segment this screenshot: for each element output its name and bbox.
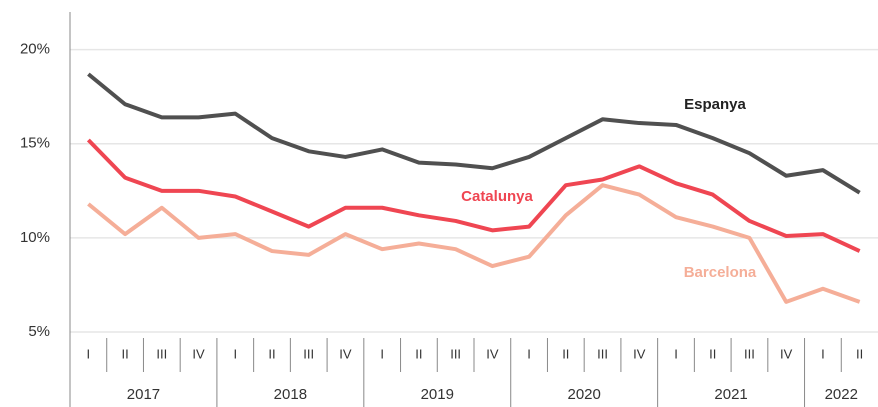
x-tick-label: III bbox=[303, 346, 314, 361]
x-tick-label: II bbox=[415, 346, 422, 361]
year-label: 2018 bbox=[274, 386, 307, 403]
year-label: 2021 bbox=[714, 386, 747, 403]
x-tick-label: II bbox=[856, 346, 863, 361]
x-tick-label: IV bbox=[486, 346, 499, 361]
series-label: Barcelona bbox=[684, 264, 757, 281]
x-tick-label: III bbox=[744, 346, 755, 361]
line-series bbox=[86, 138, 861, 253]
x-tick-label: II bbox=[709, 346, 716, 361]
x-tick-label: I bbox=[674, 346, 678, 361]
x-tick-label: II bbox=[562, 346, 569, 361]
y-tick-label: 20% bbox=[20, 41, 50, 58]
year-label: 2020 bbox=[567, 386, 600, 403]
x-tick-label: IV bbox=[633, 346, 646, 361]
y-tick-label: 10% bbox=[20, 229, 50, 246]
x-tick-label: III bbox=[450, 346, 461, 361]
year-label: 2022 bbox=[825, 386, 858, 403]
x-tick-label: II bbox=[121, 346, 128, 361]
x-tick-label: III bbox=[597, 346, 608, 361]
x-tick-label: III bbox=[156, 346, 167, 361]
x-tick-label: I bbox=[87, 346, 91, 361]
series-label: Espanya bbox=[684, 96, 746, 113]
year-label: 2017 bbox=[127, 386, 160, 403]
line-series bbox=[87, 183, 861, 304]
x-tick-label: II bbox=[268, 346, 275, 361]
x-tick-label: I bbox=[380, 346, 384, 361]
x-tick-label: I bbox=[527, 346, 531, 361]
x-tick-label: IV bbox=[192, 346, 205, 361]
year-label: 2019 bbox=[421, 386, 454, 403]
y-tick-label: 5% bbox=[28, 323, 50, 340]
x-tick-label: IV bbox=[780, 346, 793, 361]
y-tick-label: 15% bbox=[20, 135, 50, 152]
x-tick-label: I bbox=[821, 346, 825, 361]
x-tick-label: IV bbox=[339, 346, 352, 361]
series-label: Catalunya bbox=[461, 188, 533, 205]
x-tick-label: I bbox=[233, 346, 237, 361]
line-series bbox=[87, 72, 861, 195]
